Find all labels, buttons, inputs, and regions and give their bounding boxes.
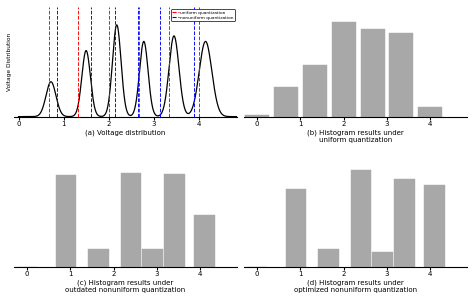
Bar	[286, 189, 306, 267]
Bar	[88, 249, 109, 267]
Legend: uniform quantization, nonuniform quantization: uniform quantization, nonuniform quantiz…	[171, 9, 235, 21]
Bar	[332, 22, 356, 117]
X-axis label: (a) Voltage distribution: (a) Voltage distribution	[85, 130, 166, 136]
Bar	[194, 215, 215, 267]
Bar	[245, 115, 269, 117]
Bar	[394, 179, 415, 267]
X-axis label: (b) Histogram results under
uniform quantization: (b) Histogram results under uniform quan…	[307, 130, 404, 143]
Y-axis label: Voltage Distribution: Voltage Distribution	[7, 33, 12, 91]
Bar	[351, 170, 371, 267]
Bar	[120, 173, 141, 267]
Bar	[55, 175, 76, 267]
Bar	[361, 29, 384, 117]
Bar	[303, 65, 327, 117]
Bar	[142, 249, 163, 267]
Bar	[318, 249, 339, 267]
Bar	[164, 174, 185, 267]
Bar	[424, 185, 445, 267]
Bar	[274, 87, 298, 117]
X-axis label: (c) Histogram results under
outdated nonuniform quantization: (c) Histogram results under outdated non…	[65, 280, 186, 293]
Bar	[372, 252, 393, 267]
Bar	[419, 106, 442, 117]
X-axis label: (d) Histogram results under
optimized nonuniform quantization: (d) Histogram results under optimized no…	[294, 280, 417, 293]
Bar	[389, 33, 413, 117]
